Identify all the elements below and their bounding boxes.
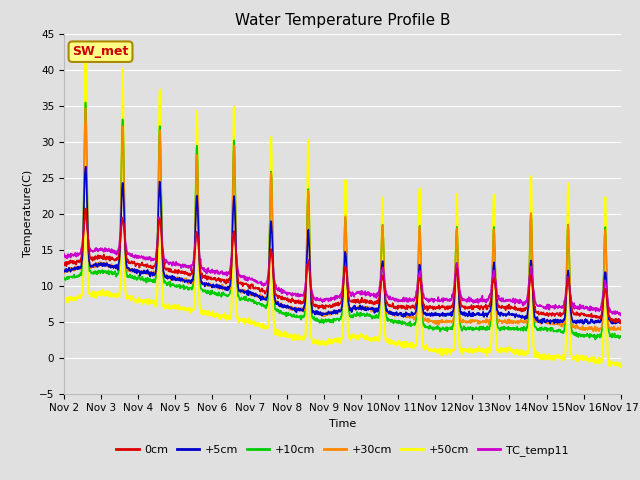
Y-axis label: Temperature(C): Temperature(C) xyxy=(23,170,33,257)
Text: SW_met: SW_met xyxy=(72,45,129,58)
Title: Water Temperature Profile B: Water Temperature Profile B xyxy=(235,13,450,28)
X-axis label: Time: Time xyxy=(329,419,356,429)
Legend: 0cm, +5cm, +10cm, +30cm, +50cm, TC_temp11: 0cm, +5cm, +10cm, +30cm, +50cm, TC_temp1… xyxy=(112,440,573,460)
